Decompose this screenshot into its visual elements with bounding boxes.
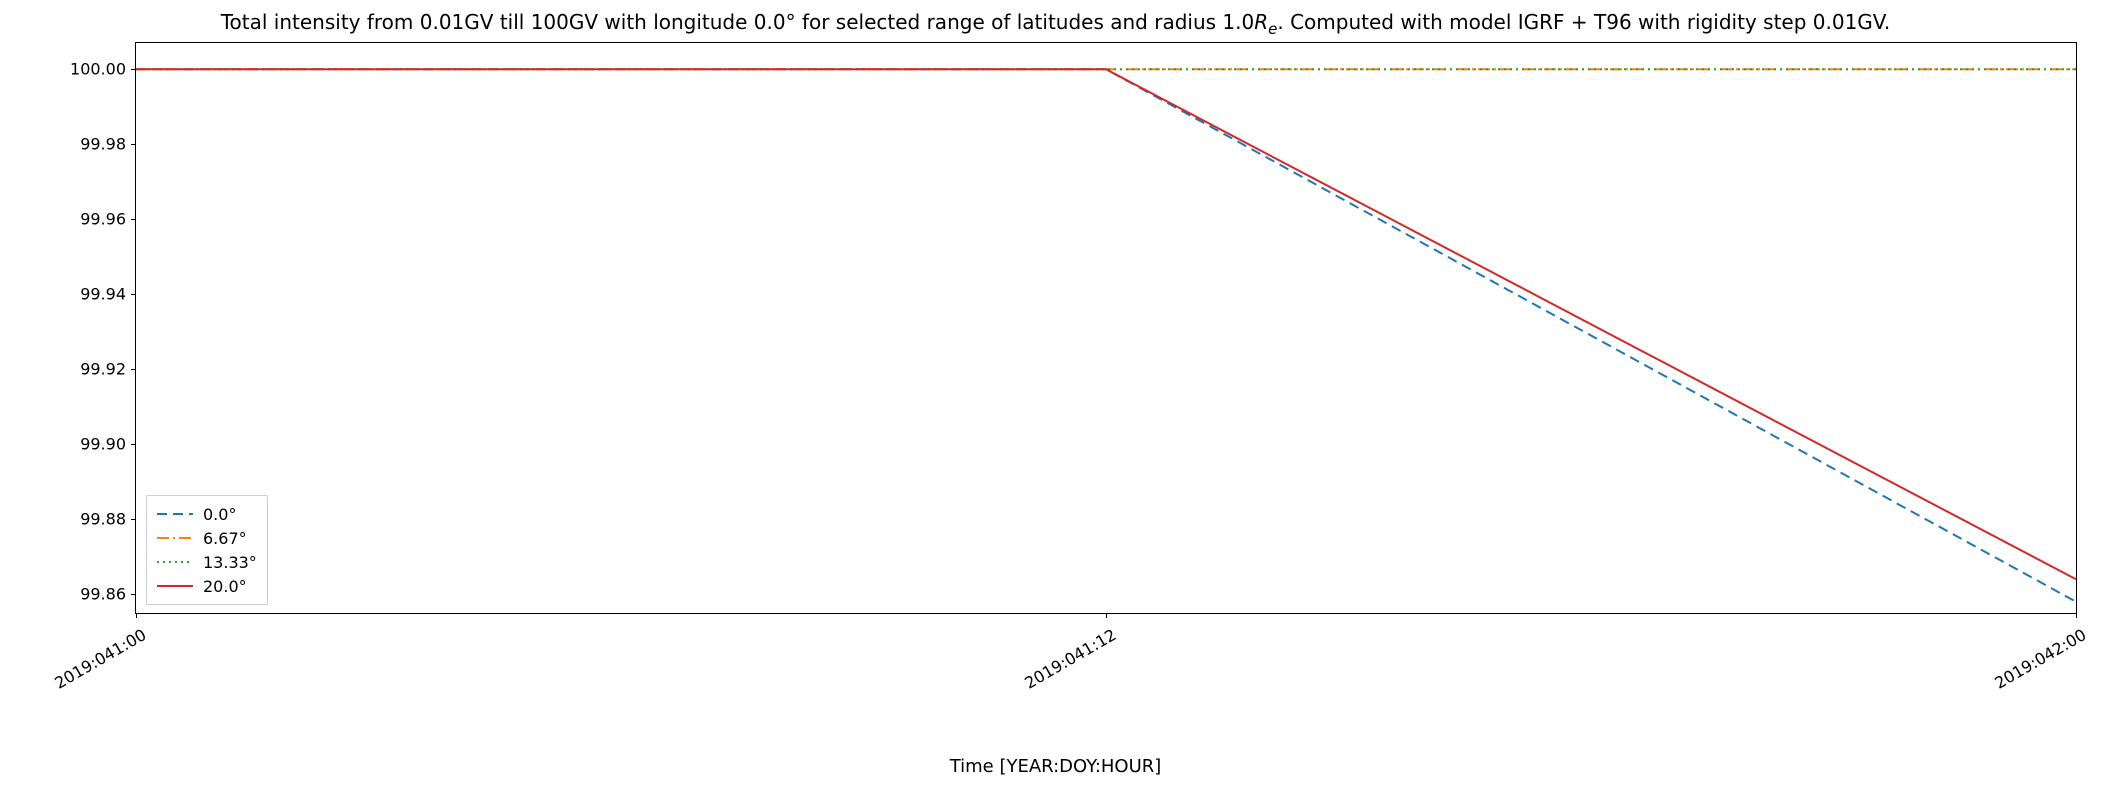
legend-label: 6.67° bbox=[203, 529, 247, 548]
legend-item: 0.0° bbox=[157, 502, 257, 526]
y-tick-label: 99.88 bbox=[80, 510, 136, 529]
chart-lines-svg bbox=[136, 43, 2076, 613]
legend-swatch-icon bbox=[157, 506, 193, 522]
title-re-base: R bbox=[1254, 10, 1268, 34]
x-tick-mark bbox=[136, 613, 137, 618]
series-line bbox=[136, 69, 2076, 602]
y-tick-mark bbox=[131, 69, 136, 70]
y-tick-mark bbox=[131, 144, 136, 145]
x-tick-label: 2019:042:00 bbox=[1991, 625, 2089, 693]
legend-swatch-icon bbox=[157, 554, 193, 570]
y-tick-label: 99.98 bbox=[80, 135, 136, 154]
y-tick-label: 99.92 bbox=[80, 360, 136, 379]
x-tick-label: 2019:041:00 bbox=[51, 625, 149, 693]
legend-swatch-icon bbox=[157, 578, 193, 594]
y-tick-mark bbox=[131, 369, 136, 370]
y-tick-label: 99.90 bbox=[80, 435, 136, 454]
plot-area: 0.0°6.67°13.33°20.0° 99.8699.8899.9099.9… bbox=[135, 42, 2077, 614]
y-tick-mark bbox=[131, 294, 136, 295]
y-tick-mark bbox=[131, 519, 136, 520]
y-tick-label: 99.94 bbox=[80, 285, 136, 304]
x-tick-mark bbox=[2076, 613, 2077, 618]
legend-item: 13.33° bbox=[157, 550, 257, 574]
y-tick-label: 99.86 bbox=[80, 585, 136, 604]
y-tick-mark bbox=[131, 594, 136, 595]
title-re-sub: e bbox=[1268, 20, 1277, 38]
legend-label: 20.0° bbox=[203, 577, 247, 596]
series-line bbox=[136, 69, 2076, 579]
title-prefix: Total intensity from 0.01GV till 100GV w… bbox=[221, 10, 1255, 34]
chart-title: Total intensity from 0.01GV till 100GV w… bbox=[0, 10, 2111, 38]
y-tick-label: 99.96 bbox=[80, 210, 136, 229]
x-tick-label: 2019:041:12 bbox=[1021, 625, 1119, 693]
legend-item: 6.67° bbox=[157, 526, 257, 550]
x-tick-mark bbox=[1106, 613, 1107, 618]
legend-swatch-icon bbox=[157, 530, 193, 546]
y-tick-label: 100.00 bbox=[70, 60, 136, 79]
title-suffix: . Computed with model IGRF + T96 with ri… bbox=[1277, 10, 1890, 34]
legend-label: 0.0° bbox=[203, 505, 236, 524]
legend-item: 20.0° bbox=[157, 574, 257, 598]
legend-label: 13.33° bbox=[203, 553, 257, 572]
y-tick-mark bbox=[131, 444, 136, 445]
legend: 0.0° 6.67° 13.33° 20.0° bbox=[146, 495, 268, 605]
figure: Total intensity from 0.01GV till 100GV w… bbox=[0, 0, 2111, 785]
y-tick-mark bbox=[131, 219, 136, 220]
x-axis-label: Time [YEAR:DOY:HOUR] bbox=[0, 756, 2111, 777]
